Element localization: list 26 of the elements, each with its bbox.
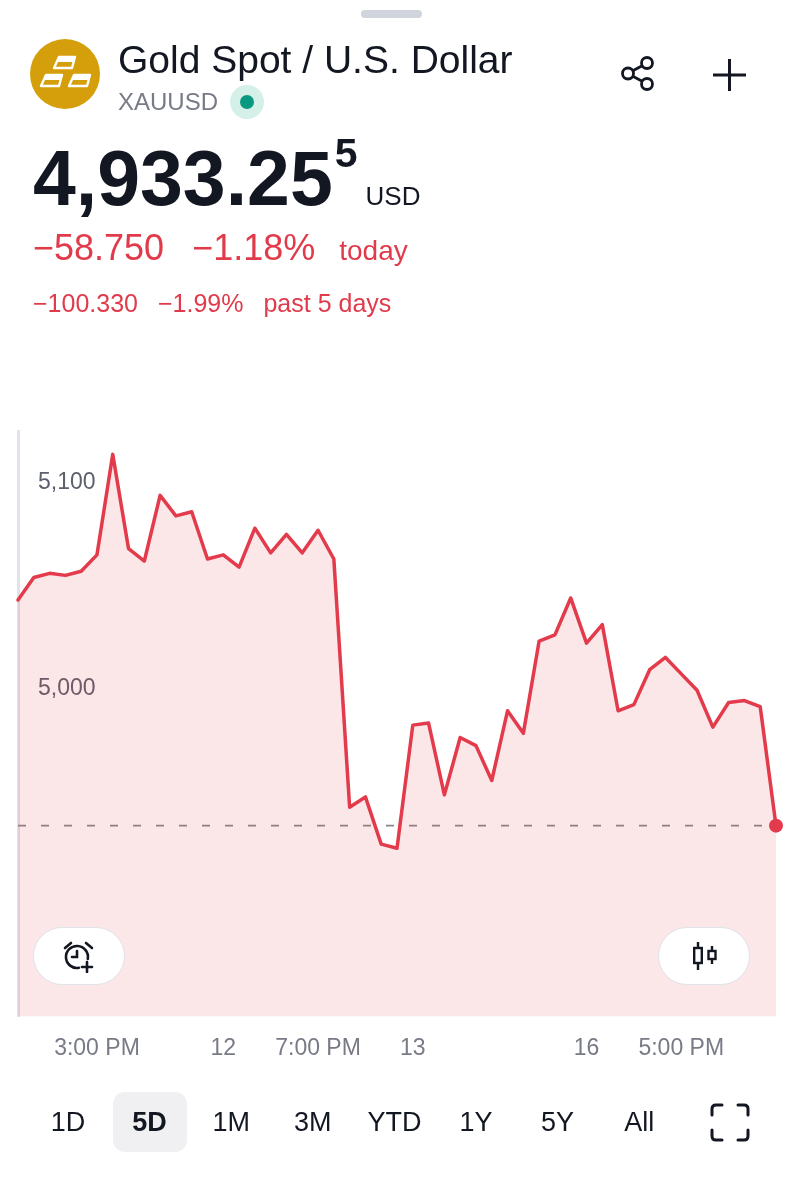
x-tick-label: 7:00 PM [275, 1033, 361, 1060]
text: USD [365, 180, 421, 211]
x-tick-label: 13 [399, 1033, 426, 1060]
text: 1M [212, 1107, 250, 1137]
text: 4,933.25$^{5}$ [33, 129, 358, 221]
text: YTD [367, 1107, 422, 1137]
text: 5Y [541, 1107, 575, 1137]
text: −58.750 [33, 226, 165, 268]
y-tick-label: 5,100 [38, 468, 96, 495]
text: today [339, 234, 408, 266]
text: 5D [132, 1107, 167, 1137]
x-tick-label: 12 [210, 1033, 237, 1060]
text: All [624, 1107, 655, 1137]
text: 1Y [459, 1107, 493, 1137]
text: −1.99% [157, 289, 244, 318]
text: 1D [50, 1107, 86, 1137]
text: past 5 days [263, 289, 392, 318]
x-tick-label: 3:00 PM [54, 1033, 140, 1060]
x-tick-label: 5:00 PM [638, 1033, 725, 1060]
chart-title: Gold Spot / U.S. Dollar [118, 37, 513, 81]
y-tick-label: 5,000 [38, 673, 96, 700]
text: −100.330 [33, 289, 138, 318]
text: 3M [294, 1107, 332, 1137]
chart-subtitle: XAUUSD [118, 88, 219, 115]
x-tick-label: 16 [573, 1033, 600, 1060]
text: −1.18% [192, 226, 316, 268]
